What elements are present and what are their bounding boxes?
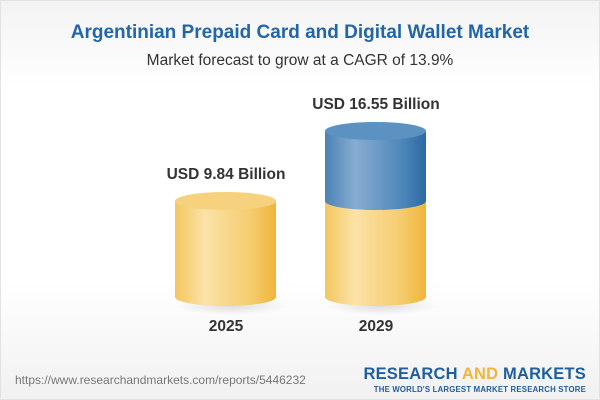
chart-subtitle: Market forecast to grow at a CAGR of 13.… [146,52,454,69]
bar-2029 [325,122,438,315]
logo-word-markets: MARKETS [498,365,586,383]
logo-wordmark: RESEARCH AND MARKETS [363,365,586,384]
year-label-2029: 2029 [358,318,394,335]
value-label-2029: USD 16.55 Billion [312,96,440,113]
logo-tagline: THE WORLD'S LARGEST MARKET RESEARCH STOR… [373,385,586,394]
logo-word-research: RESEARCH [363,365,462,383]
logo-word-and: AND [461,365,499,383]
research-and-markets-logo: RESEARCH AND MARKETS THE WORLD'S LARGEST… [363,365,586,394]
source-url[interactable]: https://www.researchandmarkets.com/repor… [15,373,306,387]
value-label-2025: USD 9.84 Billion [166,166,286,183]
year-label-2025: 2025 [208,318,244,335]
bar-2025 [175,192,288,315]
chart-title: Argentinian Prepaid Card and Digital Wal… [70,22,530,43]
